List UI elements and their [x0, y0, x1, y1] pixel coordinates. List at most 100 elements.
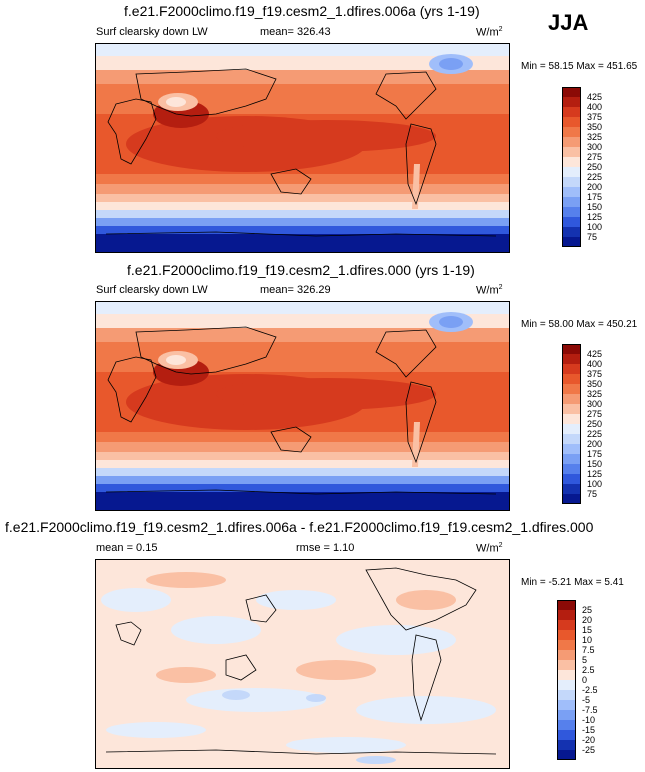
panel3-colorbar-label: 20 — [582, 615, 593, 625]
panel3-field — [96, 560, 509, 768]
panel3-colorbar-swatch — [557, 600, 576, 610]
panel1-units: W/m2 — [476, 26, 503, 39]
panel3-colorbar-swatch — [557, 710, 576, 720]
panel2-colorbar-label: 75 — [587, 489, 598, 499]
panel3-colorbar-swatch — [557, 640, 576, 650]
panel3-colorbar-label: 7.5 — [582, 645, 595, 655]
panel1-colorbar-swatch — [562, 237, 581, 247]
panel2-colorbar-label: 175 — [587, 449, 603, 459]
panel3-colorbar-label: -25 — [582, 745, 596, 755]
panel3-colorbar-swatch — [557, 660, 576, 670]
panel2-colorbar-label: 375 — [587, 369, 603, 379]
panel3-colorbar-label: 5 — [582, 655, 588, 665]
panel2-colorbar-swatch — [562, 434, 581, 444]
panel1-colorbar-label: 225 — [587, 172, 603, 182]
panel1-colorbar-swatch — [562, 147, 581, 157]
panel2-colorbar-swatch — [562, 444, 581, 454]
panel2-colorbar-label: 300 — [587, 399, 603, 409]
panel1-colorbar-label: 100 — [587, 222, 603, 232]
panel2-colorbar-label: 125 — [587, 469, 603, 479]
panel1-colorbar-swatch — [562, 97, 581, 107]
panel3-colorbar-swatch — [557, 740, 576, 750]
panel2-units: W/m2 — [476, 284, 503, 297]
panel2-colorbar-label: 325 — [587, 389, 603, 399]
panel1-colorbar-swatch — [562, 197, 581, 207]
panel2-mean: mean= 326.29 — [260, 284, 331, 296]
panel3-colorbar-label: -7.5 — [582, 705, 598, 715]
panel3-colorbar-label: 10 — [582, 635, 593, 645]
panel2-colorbar-swatch — [562, 494, 581, 504]
panel2-colorbar-swatch — [562, 394, 581, 404]
panel2-colorbar-swatch — [562, 424, 581, 434]
panel3-map — [95, 559, 510, 769]
panel3-title: f.e21.F2000climo.f19_f19.cesm2_1.dfires.… — [5, 519, 594, 535]
panel1-colorbar-swatch — [562, 227, 581, 237]
panel3-colorbar-swatch — [557, 730, 576, 740]
panel2-colorbar-label: 100 — [587, 479, 603, 489]
panel2-colorbar-swatch — [562, 464, 581, 474]
panel1-colorbar-label: 75 — [587, 232, 598, 242]
panel2-colorbar-swatch — [562, 474, 581, 484]
season-label: JJA — [548, 10, 589, 35]
panel1-colorbar-swatch — [562, 107, 581, 117]
panel2-colorbar-label: 150 — [587, 459, 603, 469]
panel3-colorbar-label: 2.5 — [582, 665, 595, 675]
panel2-variable: Surf clearsky down LW — [96, 284, 208, 296]
panel2-colorbar-swatch — [562, 404, 581, 414]
panel3-colorbar-swatch — [557, 700, 576, 710]
panel3-colorbar-swatch — [557, 650, 576, 660]
panel3-units: W/m2 — [476, 542, 503, 555]
panel2-colorbar-swatch — [562, 384, 581, 394]
panel2-colorbar-swatch — [562, 414, 581, 424]
panel2-colorbar-label: 350 — [587, 379, 603, 389]
panel1-colorbar-label: 250 — [587, 162, 603, 172]
panel3-colorbar-label: -5 — [582, 695, 591, 705]
panel1-colorbar-swatch — [562, 217, 581, 227]
panel3-colorbar-label: -2.5 — [582, 685, 598, 695]
panel1-colorbar-swatch — [562, 187, 581, 197]
panel3-colorbar-swatch — [557, 680, 576, 690]
panel1-minmax: Min = 58.15 Max = 451.65 — [521, 61, 638, 72]
panel2-colorbar-label: 400 — [587, 359, 603, 369]
panel1-colorbar-label: 350 — [587, 122, 603, 132]
panel2-colorbar-swatch — [562, 364, 581, 374]
panel3-minmax: Min = -5.21 Max = 5.41 — [521, 577, 624, 588]
panel2-colorbar-swatch — [562, 374, 581, 384]
panel1-colorbar-swatch — [562, 127, 581, 137]
panel1-colorbar-swatch — [562, 87, 581, 97]
panel2-minmax: Min = 58.00 Max = 450.21 — [521, 319, 638, 330]
panel1-colorbar-label: 150 — [587, 202, 603, 212]
panel1-colorbar-swatch — [562, 157, 581, 167]
panel3-colorbar-swatch — [557, 690, 576, 700]
panel3-colorbar-swatch — [557, 670, 576, 680]
panel2-colorbar-label: 250 — [587, 419, 603, 429]
panel1-colorbar-label: 275 — [587, 152, 603, 162]
panel2-field — [96, 302, 509, 510]
panel3-mean: mean = 0.15 — [96, 542, 158, 554]
panel3-colorbar-label: -15 — [582, 725, 596, 735]
panel1-colorbar-swatch — [562, 207, 581, 217]
panel1-colorbar-swatch — [562, 117, 581, 127]
panel2-colorbar-label: 425 — [587, 349, 603, 359]
panel3-colorbar-label: 15 — [582, 625, 593, 635]
panel2-colorbar-swatch — [562, 344, 581, 354]
panel1-colorbar-swatch — [562, 167, 581, 177]
panel3-colorbar-label: -20 — [582, 735, 596, 745]
panel1-colorbar-label: 375 — [587, 112, 603, 122]
panel2-colorbar-swatch — [562, 454, 581, 464]
panel3-colorbar-swatch — [557, 620, 576, 630]
panel2-colorbar-swatch — [562, 354, 581, 364]
panel2-colorbar-label: 275 — [587, 409, 603, 419]
panel2-map — [95, 301, 510, 511]
panel1-colorbar-label: 325 — [587, 132, 603, 142]
panel3-colorbar-label: -10 — [582, 715, 596, 725]
panel3-colorbar-swatch — [557, 630, 576, 640]
panel3-colorbar-label: 25 — [582, 605, 593, 615]
panel2-colorbar-swatch — [562, 484, 581, 494]
panel3-rmse: rmse = 1.10 — [296, 542, 355, 554]
panel1-colorbar-swatch — [562, 177, 581, 187]
panel2-colorbar-label: 200 — [587, 439, 603, 449]
panel2-title: f.e21.F2000climo.f19_f19.cesm2_1.dfires.… — [127, 262, 475, 278]
panel3-colorbar-swatch — [557, 610, 576, 620]
panel2-colorbar-label: 225 — [587, 429, 603, 439]
